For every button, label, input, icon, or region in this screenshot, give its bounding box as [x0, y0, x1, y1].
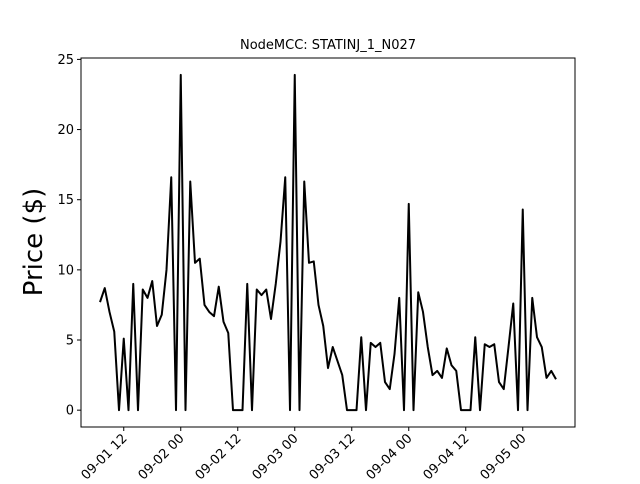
x-tick-label: 09-04 00 — [364, 431, 416, 480]
x-tick-label: 09-02 12 — [193, 431, 245, 480]
y-tick-label: 15 — [57, 193, 74, 208]
plot-frame — [80, 57, 576, 428]
x-tick-label: 09-04 12 — [421, 431, 473, 480]
x-tick-label: 09-01 12 — [79, 431, 131, 480]
line-series — [99, 73, 557, 412]
y-tick-label: 10 — [57, 263, 74, 278]
x-tick-label: 09-03 12 — [307, 431, 359, 480]
y-tick-label: 25 — [57, 53, 74, 68]
x-tick-label: 09-05 00 — [478, 431, 530, 480]
x-tick-label: 09-02 00 — [136, 431, 188, 480]
chart-title: NodeMCC: STATINJ_1_N027 — [240, 38, 416, 53]
y-tick-label: 20 — [57, 123, 74, 138]
y-axis-label: Price ($) — [19, 188, 49, 297]
y-tick-label: 5 — [66, 334, 74, 349]
x-tick-label: 09-03 00 — [250, 431, 302, 480]
y-tick-label: 0 — [66, 404, 74, 419]
